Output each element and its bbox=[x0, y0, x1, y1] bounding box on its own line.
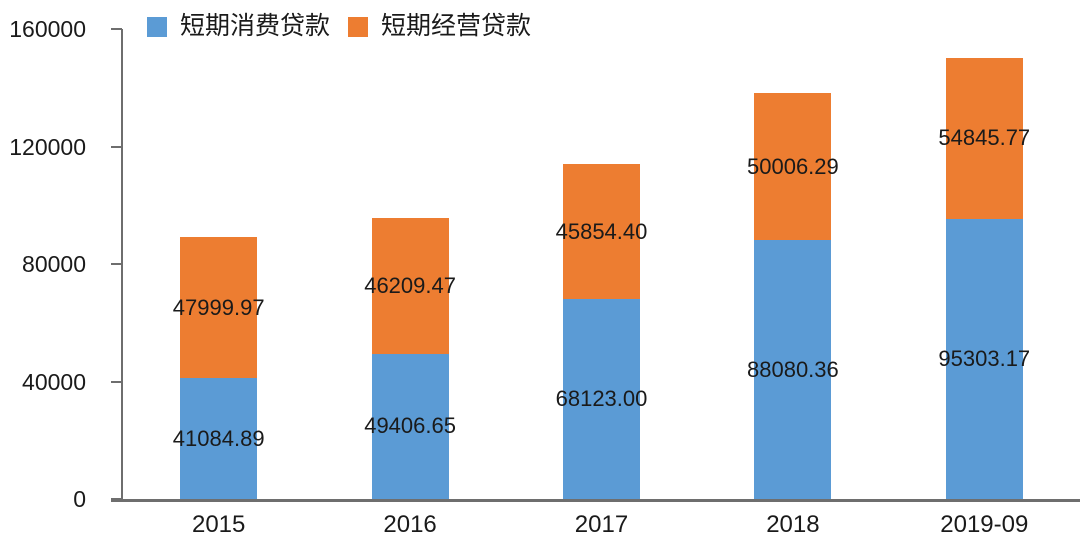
bar-segment-business bbox=[563, 164, 640, 299]
x-axis-category-label: 2018 bbox=[766, 511, 820, 538]
bar-value-label: 47999.97 bbox=[172, 294, 265, 320]
y-axis-tick bbox=[111, 263, 122, 265]
y-axis-tick-label: 40000 bbox=[22, 368, 86, 395]
x-axis-category-label: 2016 bbox=[383, 511, 437, 538]
bar-segment-consumer bbox=[180, 378, 258, 499]
legend-swatch-consumer-icon bbox=[147, 16, 167, 37]
bar-value-label: 41084.89 bbox=[172, 425, 265, 451]
bar-value-label: 45854.40 bbox=[555, 218, 648, 244]
bar-value-label: 49406.65 bbox=[364, 413, 456, 439]
bar-segment-business bbox=[754, 93, 832, 241]
legend-item-short-term-consumer-loans: 短期消费贷款 bbox=[147, 14, 330, 39]
bar-segment-consumer bbox=[754, 240, 832, 499]
bar-value-label: 50006.29 bbox=[747, 153, 839, 179]
bar-segment-business bbox=[371, 218, 449, 354]
legend-label-consumer: 短期消费贷款 bbox=[180, 12, 331, 40]
y-axis-tick-label: 80000 bbox=[22, 251, 86, 277]
bar-segment-business bbox=[945, 57, 1023, 220]
legend-swatch-business-icon bbox=[348, 16, 369, 37]
bar-segment-consumer bbox=[563, 298, 640, 499]
bar-value-label: 54845.77 bbox=[938, 125, 1031, 151]
bar-value-label: 88080.36 bbox=[747, 356, 839, 382]
legend-label-business: 短期经营贷款 bbox=[381, 12, 532, 40]
y-axis-tick bbox=[111, 380, 122, 383]
y-axis-tick-label: 120000 bbox=[9, 133, 86, 160]
bar-segment-consumer bbox=[371, 353, 449, 499]
x-axis-category-label: 2019-09 bbox=[940, 511, 1029, 538]
bar-segment-business bbox=[180, 237, 258, 379]
x-axis-category-label: 2017 bbox=[574, 511, 629, 538]
legend: 短期消费贷款 短期经营贷款 bbox=[147, 14, 531, 39]
x-axis-line bbox=[111, 499, 1080, 502]
bar-value-label: 46209.47 bbox=[364, 272, 456, 298]
x-axis-category-label: 2015 bbox=[191, 511, 246, 538]
y-axis-line bbox=[121, 29, 123, 502]
bar-value-label: 95303.17 bbox=[938, 346, 1031, 372]
bar-segment-consumer bbox=[945, 219, 1023, 499]
y-axis-tick bbox=[111, 28, 122, 30]
legend-item-short-term-business-loans: 短期经营贷款 bbox=[348, 14, 531, 39]
bar-value-label: 68123.00 bbox=[555, 385, 648, 411]
y-axis-tick-label: 160000 bbox=[9, 16, 86, 42]
y-axis-tick bbox=[111, 145, 122, 148]
y-axis-tick-label: 0 bbox=[73, 486, 86, 512]
